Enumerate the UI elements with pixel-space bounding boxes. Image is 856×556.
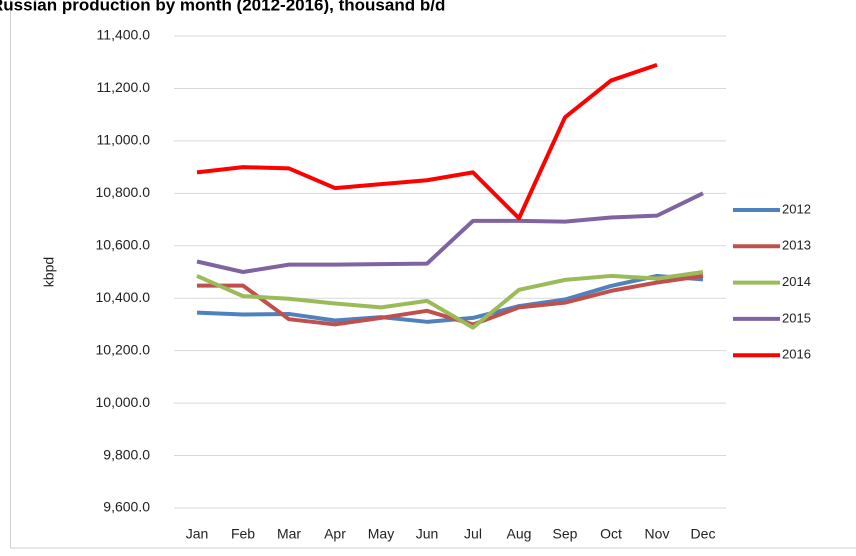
- x-tick-label: Mar: [277, 526, 301, 542]
- series-line: [196, 62, 658, 221]
- legend-label: 2014: [782, 274, 811, 289]
- chart-title: Russian production by month (2012-2016),…: [0, 0, 445, 14]
- y-tick-label: 10,000.0: [96, 394, 151, 410]
- y-tick-label: 11,000.0: [97, 132, 151, 148]
- x-tick-label: Jan: [186, 526, 209, 542]
- x-tick-label: Jul: [464, 526, 482, 542]
- y-tick-label: 9,600.0: [103, 499, 150, 515]
- x-tick-label: Feb: [231, 526, 255, 542]
- y-tick-label: 10,600.0: [96, 236, 151, 252]
- y-tick-label: 9,800.0: [103, 446, 150, 462]
- x-tick-label: Jun: [416, 526, 439, 542]
- x-tick-label: Oct: [600, 526, 622, 542]
- x-tick-label: May: [368, 526, 394, 542]
- legend-label: 2015: [782, 310, 811, 325]
- series-line: [196, 270, 704, 330]
- series-line: [196, 191, 704, 274]
- legend-label: 2012: [782, 201, 811, 216]
- y-tick-label: 11,200.0: [97, 79, 151, 95]
- legend-label: 2013: [782, 238, 811, 253]
- y-tick-label: 10,200.0: [96, 341, 151, 357]
- x-tick-label: Nov: [645, 526, 670, 542]
- x-tick-label: Dec: [691, 526, 716, 542]
- legend: 2012 2013 2014 2015 2016: [733, 201, 811, 362]
- y-tick-label: 10,800.0: [96, 184, 151, 200]
- y-tick-label: 10,400.0: [96, 289, 151, 305]
- series-line: [197, 273, 704, 327]
- x-tick-label: Sep: [553, 526, 578, 542]
- chart-frame: [10, 0, 856, 549]
- y-tick-label: 11,400.0: [97, 27, 151, 43]
- x-tick-label: Aug: [507, 526, 532, 542]
- legend-label: 2016: [782, 347, 811, 362]
- y-axis-label: kbpd: [41, 257, 57, 287]
- x-tick-label: Apr: [324, 526, 346, 542]
